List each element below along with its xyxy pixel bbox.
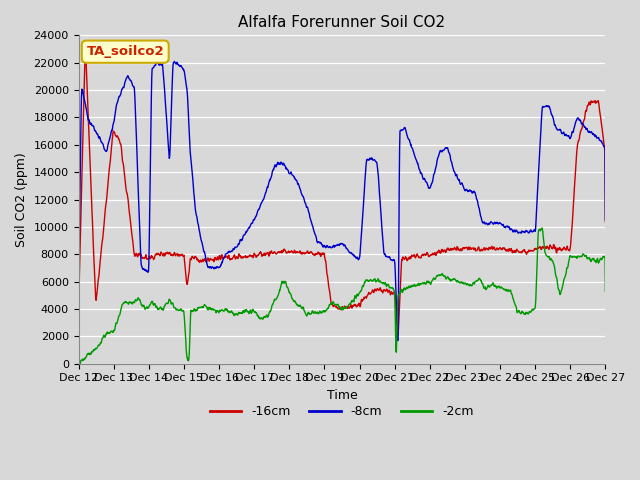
-2cm — [192, 307, 200, 313]
X-axis label: Time: Time — [326, 389, 357, 402]
-8cm — [493, 220, 501, 226]
-16cm — [75, 319, 83, 325]
Legend: -16cm, -8cm, -2cm: -16cm, -8cm, -2cm — [205, 400, 479, 423]
-8cm — [171, 59, 179, 64]
-2cm — [492, 285, 500, 290]
-16cm — [394, 332, 402, 338]
-16cm — [82, 48, 90, 54]
Title: Alfalfa Forerunner Soil CO2: Alfalfa Forerunner Soil CO2 — [238, 15, 445, 30]
Line: -16cm: -16cm — [79, 51, 605, 335]
-2cm — [540, 233, 547, 239]
-2cm — [179, 308, 187, 314]
-16cm — [179, 253, 187, 259]
-16cm — [540, 245, 547, 251]
-8cm — [424, 183, 432, 189]
-2cm — [75, 361, 83, 367]
-16cm — [602, 219, 609, 225]
-8cm — [179, 67, 187, 72]
-2cm — [602, 289, 609, 295]
-8cm — [192, 211, 200, 216]
Line: -2cm: -2cm — [79, 228, 605, 364]
-8cm — [251, 216, 259, 221]
-2cm — [424, 280, 431, 286]
Text: TA_soilco2: TA_soilco2 — [86, 45, 164, 58]
-16cm — [251, 252, 259, 258]
-16cm — [424, 252, 432, 258]
Y-axis label: Soil CO2 (ppm): Soil CO2 (ppm) — [15, 152, 28, 247]
-8cm — [602, 217, 609, 223]
-16cm — [192, 254, 200, 260]
-8cm — [75, 306, 83, 312]
-2cm — [538, 225, 546, 231]
-8cm — [394, 338, 402, 344]
Line: -8cm: -8cm — [79, 61, 605, 341]
-8cm — [540, 104, 547, 109]
-2cm — [251, 309, 259, 315]
-16cm — [493, 245, 501, 251]
